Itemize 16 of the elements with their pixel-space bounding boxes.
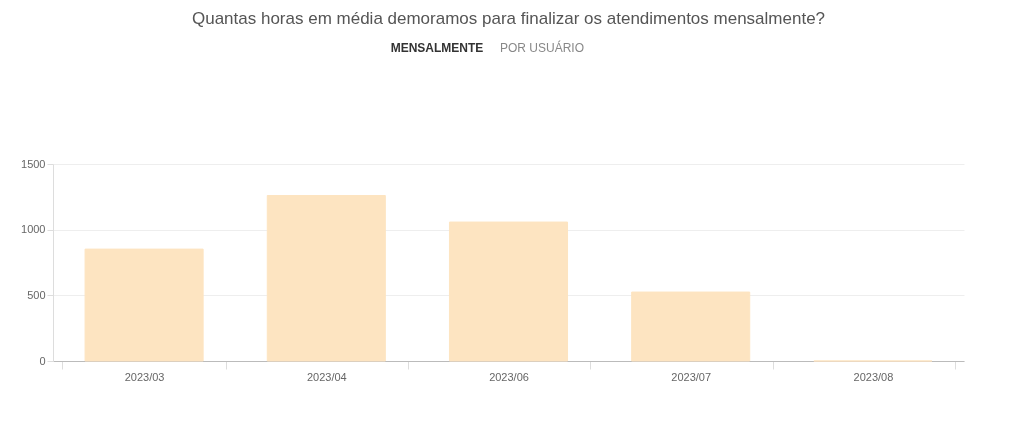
chart-title: Quantas horas em média demoramos para finalizar os atendimentos mensalmente? [191,9,826,28]
y-tick-label: 500 [27,288,46,301]
bar [448,221,569,362]
bar [84,248,204,362]
y-tick-label: 1500 [21,157,46,170]
text: POR USUÁRIO [499,40,585,55]
x-tick-label: 2023/08 [853,370,894,383]
x-tick-label: 2023/07 [671,370,712,383]
x-tick-label: 2023/03 [124,370,165,383]
x-tick-label: 2023/04 [306,370,347,383]
text: MENSALMENTE [390,41,484,55]
y-tick-label: 0 [39,354,46,367]
y-tick-label: 1000 [21,223,46,236]
x-tick-label: 2023/06 [489,370,529,383]
bar [631,291,751,362]
bar [266,195,386,362]
